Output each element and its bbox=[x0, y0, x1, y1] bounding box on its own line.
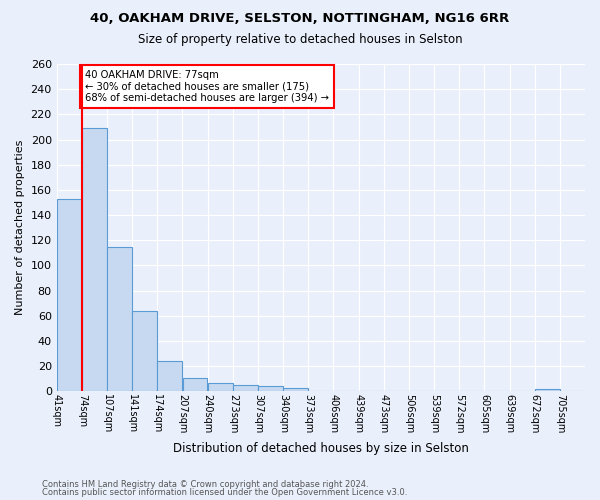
Bar bbox=[57, 198, 82, 392]
Bar bbox=[82, 128, 107, 392]
Bar bbox=[208, 382, 233, 392]
Bar bbox=[258, 386, 283, 392]
Text: 40 OAKHAM DRIVE: 77sqm
← 30% of detached houses are smaller (175)
68% of semi-de: 40 OAKHAM DRIVE: 77sqm ← 30% of detached… bbox=[85, 70, 329, 104]
Text: Size of property relative to detached houses in Selston: Size of property relative to detached ho… bbox=[137, 32, 463, 46]
Text: Contains public sector information licensed under the Open Government Licence v3: Contains public sector information licen… bbox=[42, 488, 407, 497]
Text: Contains HM Land Registry data © Crown copyright and database right 2024.: Contains HM Land Registry data © Crown c… bbox=[42, 480, 368, 489]
Text: 40, OAKHAM DRIVE, SELSTON, NOTTINGHAM, NG16 6RR: 40, OAKHAM DRIVE, SELSTON, NOTTINGHAM, N… bbox=[91, 12, 509, 26]
Bar bbox=[535, 389, 560, 392]
Bar bbox=[182, 378, 208, 392]
Y-axis label: Number of detached properties: Number of detached properties bbox=[15, 140, 25, 316]
Bar bbox=[233, 385, 258, 392]
Bar bbox=[107, 246, 132, 392]
X-axis label: Distribution of detached houses by size in Selston: Distribution of detached houses by size … bbox=[173, 442, 469, 455]
Bar bbox=[157, 361, 182, 392]
Bar bbox=[133, 311, 157, 392]
Bar bbox=[283, 388, 308, 392]
